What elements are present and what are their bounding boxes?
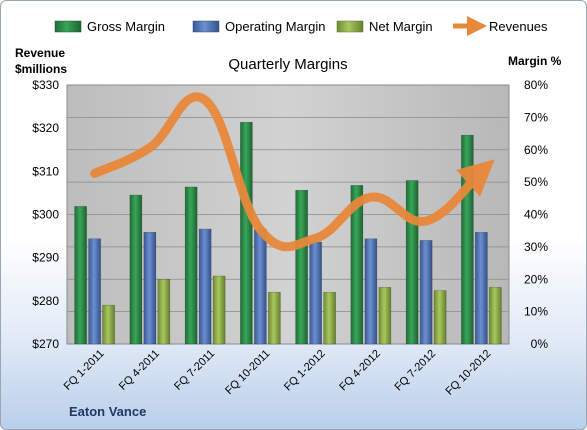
- bar-operating-margin-fq-10-2012: [475, 232, 488, 345]
- right-tick-label: 20%: [524, 272, 548, 286]
- x-tick-label-fq-7-2012: FQ 7-2012: [393, 348, 439, 394]
- bar-net-margin-fq-7-2011: [212, 275, 226, 345]
- bar-net-margin-fq-10-2011: [268, 291, 281, 345]
- x-tick-label-fq-4-2011: FQ 4-2011: [117, 348, 162, 393]
- left-tick-label: $270: [32, 337, 59, 351]
- left-axis-title-line2: $millions: [15, 62, 67, 76]
- right-tick-label: 50%: [524, 175, 548, 189]
- x-tick-label-fq-10-2011: FQ 10-2011: [223, 348, 272, 397]
- bar-gross-margin-fq-10-2012: [461, 134, 474, 345]
- right-axis-title: Margin %: [508, 54, 562, 68]
- legend-label-net-margin: Net Margin: [369, 19, 433, 34]
- right-tick-label: 0%: [531, 337, 549, 351]
- bar-net-margin-fq-10-2012: [489, 287, 502, 345]
- right-tick-labels: 0% 10% 20% 30% 40% 50% 60% 70% 80%: [524, 78, 548, 351]
- bar-operating-margin-fq-10-2011: [254, 228, 267, 345]
- bar-operating-margin-fq-7-2011: [198, 228, 212, 345]
- right-tick-label: 60%: [524, 143, 548, 157]
- right-tick-label: 30%: [524, 240, 548, 254]
- legend: Gross Margin Operating Margin Net Margin…: [54, 16, 548, 36]
- bar-gross-margin-fq-4-2012: [350, 185, 364, 345]
- bar-operating-margin-fq-1-2012: [309, 241, 322, 345]
- bar-gross-margin-fq-7-2012: [405, 180, 419, 345]
- bar-operating-margin-fq-4-2012: [364, 238, 378, 345]
- left-tick-label: $300: [32, 208, 59, 222]
- right-tick-label: 40%: [524, 208, 548, 222]
- right-tick-label: 10%: [524, 305, 548, 319]
- bar-operating-margin-fq-1-2011: [88, 238, 101, 345]
- x-tick-label-fq-1-2011: FQ 1-2011: [62, 348, 107, 393]
- bar-net-margin-fq-7-2012: [433, 290, 447, 345]
- legend-swatch-gross-margin: [54, 20, 82, 33]
- left-tick-label: $280: [32, 294, 59, 308]
- revenue-line-path: [90, 92, 495, 252]
- bar-gross-margin-fq-10-2011: [240, 121, 253, 345]
- bar-gross-margin-fq-7-2011: [184, 186, 198, 345]
- legend-swatch-net-margin: [336, 20, 364, 33]
- bar-gross-margin-fq-1-2011: [74, 206, 87, 345]
- bar-operating-margin-fq-4-2011: [143, 232, 157, 345]
- legend-label-operating-margin: Operating Margin: [225, 19, 325, 34]
- x-tick-label-fq-7-2011: FQ 7-2011: [172, 348, 217, 393]
- bar-gross-margin-fq-1-2012: [295, 189, 308, 345]
- right-tick-label: 70%: [524, 110, 548, 124]
- bar-net-margin-fq-1-2012: [323, 291, 336, 345]
- left-tick-label: $290: [32, 251, 59, 265]
- left-tick-label: $330: [32, 78, 59, 92]
- bar-gross-margin-fq-4-2011: [129, 194, 143, 345]
- bar-operating-margin-fq-7-2012: [419, 240, 433, 345]
- chart-title: Quarterly Margins: [228, 56, 347, 73]
- x-tick-label-fq-1-2012: FQ 1-2012: [282, 348, 328, 394]
- legend-swatch-operating-margin: [192, 20, 220, 33]
- bar-net-margin-fq-4-2012: [378, 287, 392, 345]
- x-tick-label-fq-10-2012: FQ 10-2012: [444, 348, 494, 398]
- bar-net-margin-fq-1-2011: [102, 304, 115, 345]
- footer-label: Eaton Vance: [69, 404, 146, 419]
- bars: [74, 121, 502, 345]
- left-tick-labels: $270 $280 $290 $300 $310 $320 $330: [32, 78, 59, 351]
- left-axis-title-line1: Revenue: [15, 46, 65, 60]
- legend-label-gross-margin: Gross Margin: [87, 19, 165, 34]
- x-tick-label-fq-4-2012: FQ 4-2012: [337, 348, 383, 394]
- bar-net-margin-fq-4-2011: [157, 279, 171, 345]
- revenue-line: [90, 92, 495, 252]
- x-tick-labels: FQ 1-2011 FQ 4-2011 FQ 7-2011 FQ 10-2011 FQ …: [62, 348, 494, 398]
- left-tick-label: $310: [32, 164, 59, 178]
- legend-label-revenues: Revenues: [489, 19, 548, 34]
- right-tick-label: 80%: [524, 78, 548, 92]
- left-tick-label: $320: [32, 121, 59, 135]
